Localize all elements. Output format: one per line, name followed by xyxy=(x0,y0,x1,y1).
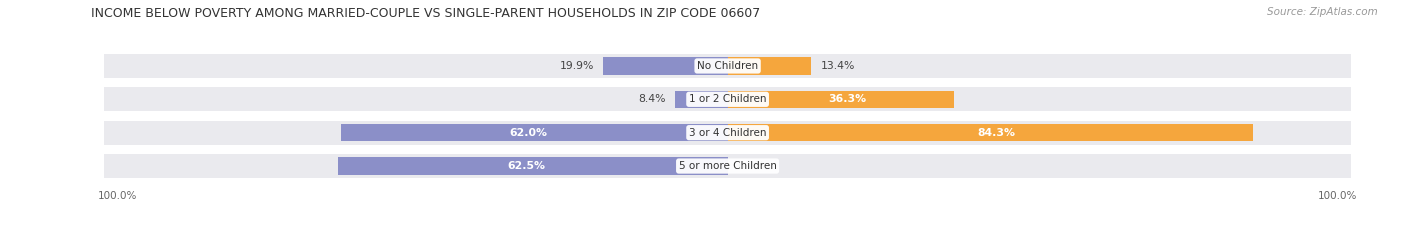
Bar xyxy=(104,87,728,111)
Text: 100.0%: 100.0% xyxy=(97,191,136,201)
Text: 5 or more Children: 5 or more Children xyxy=(679,161,776,171)
Bar xyxy=(603,57,728,75)
Text: No Children: No Children xyxy=(697,61,758,71)
Bar xyxy=(728,87,1351,111)
Bar xyxy=(104,121,728,145)
Text: 0.0%: 0.0% xyxy=(737,161,765,171)
Text: 13.4%: 13.4% xyxy=(821,61,855,71)
Text: 8.4%: 8.4% xyxy=(638,94,666,104)
Text: INCOME BELOW POVERTY AMONG MARRIED-COUPLE VS SINGLE-PARENT HOUSEHOLDS IN ZIP COD: INCOME BELOW POVERTY AMONG MARRIED-COUPL… xyxy=(91,7,761,20)
Text: 19.9%: 19.9% xyxy=(560,61,595,71)
Text: 62.5%: 62.5% xyxy=(508,161,546,171)
Bar xyxy=(728,91,955,108)
Text: Source: ZipAtlas.com: Source: ZipAtlas.com xyxy=(1267,7,1378,17)
Text: 36.3%: 36.3% xyxy=(828,94,866,104)
Text: 1 or 2 Children: 1 or 2 Children xyxy=(689,94,766,104)
Bar xyxy=(337,157,728,175)
Text: 84.3%: 84.3% xyxy=(977,128,1015,138)
Bar xyxy=(728,121,1351,145)
Text: 100.0%: 100.0% xyxy=(1319,191,1358,201)
Bar xyxy=(675,91,728,108)
Bar xyxy=(728,154,1351,178)
Bar xyxy=(728,57,811,75)
Bar xyxy=(340,124,728,141)
Text: 3 or 4 Children: 3 or 4 Children xyxy=(689,128,766,138)
Bar xyxy=(104,154,728,178)
Bar xyxy=(728,54,1351,78)
Text: 62.0%: 62.0% xyxy=(509,128,547,138)
Bar xyxy=(104,54,728,78)
Bar xyxy=(728,124,1253,141)
